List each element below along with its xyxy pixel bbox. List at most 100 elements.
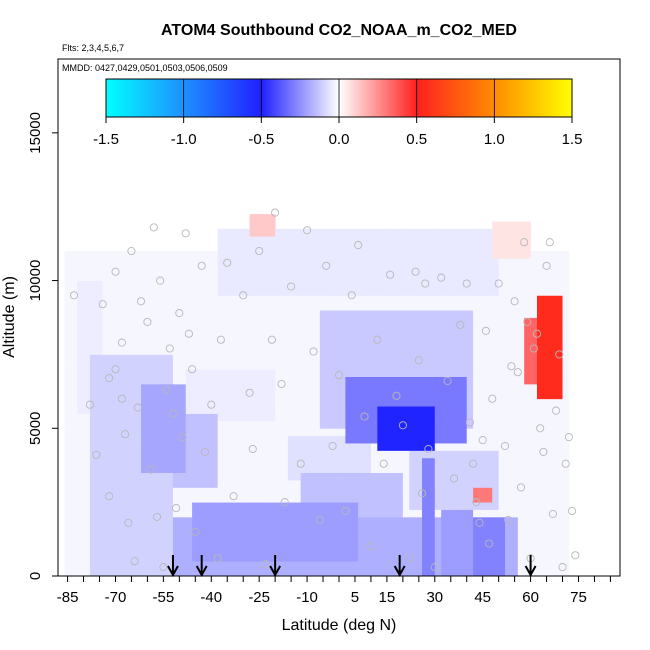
heatmap-cell: [345, 472, 353, 481]
heatmap-cell: [185, 457, 193, 466]
heatmap-cell: [109, 539, 116, 547]
heatmap-cell: [517, 443, 525, 451]
heatmap-cell: [300, 347, 308, 355]
heatmap-cell: [345, 228, 353, 237]
heatmap-cell: [498, 479, 506, 488]
heatmap-cell: [409, 472, 417, 481]
observation-point: [156, 276, 165, 285]
heatmap-cell: [281, 339, 289, 348]
heatmap-cell: [434, 295, 442, 304]
heatmap-cell: [415, 324, 423, 333]
heatmap-cell: [141, 516, 148, 525]
heatmap-cell: [364, 435, 372, 444]
colorbar-tick-label: -1.0: [171, 131, 197, 148]
heatmap-cell: [402, 553, 410, 562]
heatmap-cell: [434, 280, 442, 289]
heatmap-cell: [275, 324, 282, 333]
heatmap-cell: [102, 450, 110, 459]
heatmap-cell: [243, 265, 250, 274]
heatmap-cell: [473, 354, 480, 363]
heatmap-cell: [243, 273, 250, 281]
heatmap-cell: [217, 228, 225, 237]
heatmap-cell: [121, 398, 129, 407]
heatmap-cell: [109, 332, 116, 341]
heatmap-cell: [96, 457, 104, 466]
heatmap-cell: [300, 354, 308, 363]
heatmap-cell: [268, 502, 276, 510]
heatmap-cell: [453, 302, 461, 311]
heatmap-cell: [224, 502, 231, 510]
y-tick-label: 5000: [27, 412, 44, 445]
heatmap-cell: [102, 568, 110, 577]
heatmap-cell: [64, 443, 72, 451]
heatmap-cell: [453, 376, 461, 385]
heatmap-cell: [543, 487, 551, 496]
heatmap-cell: [281, 369, 289, 377]
heatmap-cell: [409, 546, 417, 555]
heatmap-cell: [185, 509, 193, 518]
heatmap-cell: [313, 413, 321, 422]
heatmap-cell: [121, 531, 129, 540]
heatmap-cell: [64, 524, 72, 533]
heatmap-cell: [505, 347, 512, 355]
heatmap-cell: [409, 361, 417, 370]
heatmap-cell: [543, 251, 551, 259]
heatmap-cell: [453, 236, 461, 245]
heatmap-cell: [536, 383, 544, 392]
heatmap-cell: [358, 324, 365, 333]
heatmap-cell: [562, 553, 570, 562]
heatmap-cell: [498, 465, 506, 473]
heatmap-cell: [307, 420, 314, 429]
heatmap-cell: [339, 435, 346, 444]
heatmap-cell: [498, 354, 506, 363]
heatmap-cell: [230, 339, 238, 348]
heatmap-cell: [179, 347, 187, 355]
heatmap-cell: [262, 568, 270, 577]
heatmap-cell: [185, 502, 193, 510]
heatmap-cell: [479, 494, 487, 503]
heatmap-cell: [192, 258, 199, 267]
heatmap-cell: [236, 450, 244, 459]
heatmap-cell: [307, 428, 314, 437]
heatmap-cell: [96, 332, 104, 341]
heatmap-cell: [134, 465, 142, 473]
heatmap-cell: [287, 228, 295, 237]
heatmap-cell: [204, 443, 212, 451]
heatmap-cell: [536, 302, 544, 311]
heatmap-cell: [307, 487, 314, 496]
heatmap-cell: [204, 406, 212, 414]
heatmap-cell: [307, 310, 314, 318]
heatmap-cell: [524, 457, 531, 466]
heatmap-cell: [339, 420, 346, 429]
heatmap-cell: [524, 361, 531, 370]
heatmap-cell: [185, 324, 193, 333]
heatmap-cell: [447, 524, 455, 533]
heatmap-cell: [204, 295, 212, 304]
heatmap-cell: [249, 324, 257, 333]
observation-point: [121, 430, 130, 439]
heatmap-cell: [147, 553, 155, 562]
heatmap-cell: [505, 546, 512, 555]
heatmap-cell: [319, 457, 327, 466]
heatmap-cell: [422, 265, 429, 274]
heatmap-cell: [536, 324, 544, 333]
heatmap-cell: [345, 502, 353, 510]
heatmap-cell: [556, 369, 563, 377]
heatmap-cell: [505, 332, 512, 341]
heatmap-cell: [262, 553, 270, 562]
heatmap-cell: [453, 287, 461, 296]
heatmap-cell: [492, 273, 500, 281]
heatmap-cell: [243, 339, 250, 348]
heatmap-cell: [249, 406, 257, 414]
heatmap-cell: [562, 280, 570, 289]
heatmap-cell: [70, 546, 78, 555]
heatmap-cell: [415, 317, 423, 326]
heatmap-cell: [160, 428, 167, 437]
heatmap-cell: [396, 251, 404, 259]
heatmap-cell: [172, 295, 180, 304]
heatmap-cell: [396, 339, 404, 348]
heatmap-cell: [141, 398, 148, 407]
heatmap-cell: [326, 546, 334, 555]
heatmap-cell: [121, 302, 129, 311]
heatmap-cell: [556, 391, 563, 400]
